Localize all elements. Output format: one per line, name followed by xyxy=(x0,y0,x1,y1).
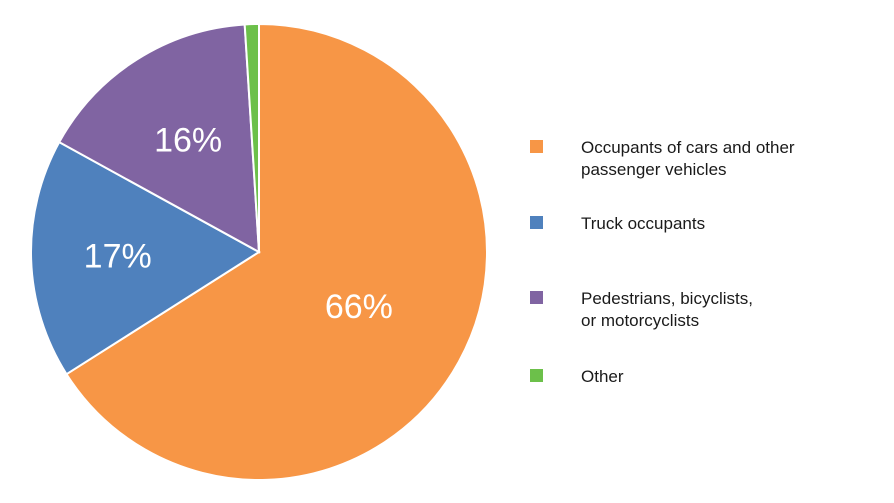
legend-item-car-occupants: Occupants of cars and other passenger ve… xyxy=(530,137,880,181)
legend-label-truck-occupants: Truck occupants xyxy=(581,214,706,233)
legend-label-other: Other xyxy=(581,367,624,386)
legend-item-pedestrians: Pedestrians, bicyclists, or motorcyclist… xyxy=(530,288,880,332)
legend-swatch-pedestrians xyxy=(530,291,543,304)
legend-item-other: Other xyxy=(530,366,880,388)
pie-slice-truck-occupants xyxy=(30,140,261,376)
legend-label-pedestrians: Pedestrians, bicyclists, or motorcyclist… xyxy=(581,289,753,330)
pie-slice-car-occupants xyxy=(65,22,488,481)
pie-slice-other xyxy=(243,22,260,253)
legend-swatch-truck-occupants xyxy=(530,216,543,229)
legend-swatch-car-occupants xyxy=(530,140,543,153)
data-label-truck-occupants: 17% xyxy=(84,237,152,275)
legend-item-truck-occupants: Truck occupants xyxy=(530,213,880,235)
data-label-pedestrians: 16% xyxy=(154,121,222,159)
legend-label-car-occupants: Occupants of cars and other passenger ve… xyxy=(581,138,795,179)
pie-slice-pedestrians xyxy=(57,23,261,254)
data-label-car-occupants: 66% xyxy=(325,288,393,326)
legend-swatch-other xyxy=(530,369,543,382)
legend: Occupants of cars and other passenger ve… xyxy=(530,0,880,503)
